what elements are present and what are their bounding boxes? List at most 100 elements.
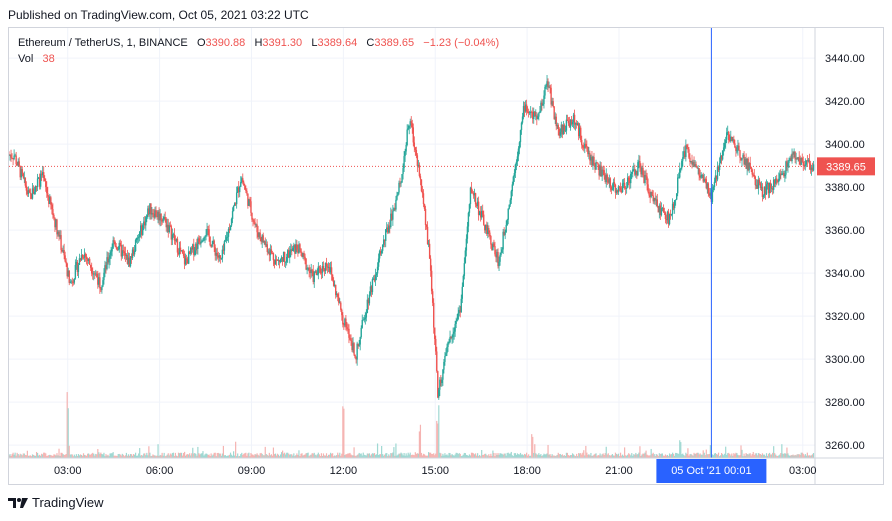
volume-bar	[376, 443, 379, 458]
volume-bar	[335, 455, 337, 458]
volume-bar	[544, 454, 546, 458]
candle-body	[298, 244, 300, 254]
candle-body	[200, 241, 202, 244]
volume-bar	[754, 453, 756, 458]
candle-body	[345, 318, 347, 328]
volume-bar	[243, 453, 245, 458]
volume-bar	[230, 454, 233, 458]
volume-bar	[713, 453, 716, 458]
candle-body	[610, 186, 613, 190]
candle-body	[533, 111, 535, 120]
volume-bar	[509, 453, 511, 458]
chart-frame	[8, 27, 884, 485]
candle-body	[264, 241, 266, 246]
volume-bar	[565, 452, 568, 458]
volume-bar	[178, 453, 181, 458]
candle-body	[746, 158, 748, 169]
candle-body	[638, 161, 640, 163]
volume-bar	[137, 455, 139, 458]
volume-bar	[571, 453, 574, 458]
volume-bar	[292, 455, 294, 458]
volume-bar	[654, 456, 656, 458]
candle-body	[168, 225, 170, 233]
volume-bar	[778, 455, 780, 458]
candle-body	[468, 204, 471, 213]
candle-body	[758, 179, 761, 184]
volume-bar	[632, 455, 634, 458]
candle-body	[561, 124, 564, 135]
volume-bar	[772, 452, 774, 458]
volume-bar	[749, 453, 751, 458]
volume-bar	[71, 454, 73, 458]
candle-body	[366, 299, 369, 313]
volume-value: 38	[42, 53, 55, 65]
volume-bar	[272, 447, 275, 458]
candle-body	[25, 185, 28, 191]
candle-body	[687, 147, 689, 150]
volume-bar	[67, 408, 69, 458]
candle-body	[684, 151, 686, 157]
volume-bar	[316, 454, 318, 458]
candle-body	[514, 164, 517, 174]
volume-bar	[303, 454, 305, 458]
candle-body	[299, 244, 301, 249]
volume-bar	[637, 454, 639, 458]
volume-bar	[691, 454, 693, 458]
volume-bar	[502, 454, 504, 458]
volume-bar	[605, 446, 607, 458]
volume-bar	[196, 455, 198, 458]
volume-bars	[9, 392, 815, 458]
candle-body	[508, 204, 510, 209]
candle-body	[673, 200, 676, 209]
candle-body	[281, 257, 284, 262]
candle-body	[696, 166, 698, 169]
volume-bar	[224, 455, 227, 458]
candle-body	[496, 252, 498, 258]
volume-bar	[221, 453, 223, 458]
candle-body	[278, 259, 281, 262]
volume-bar	[99, 453, 101, 458]
candle-body	[115, 246, 117, 248]
volume-bar	[293, 453, 295, 458]
candle-body	[191, 247, 193, 250]
candle-body	[150, 203, 152, 215]
volume-bar	[673, 453, 675, 458]
volume-bar	[22, 453, 24, 458]
volume-bar	[674, 455, 676, 458]
candle-body	[662, 208, 665, 212]
volume-bar	[640, 455, 642, 458]
candle-body	[560, 124, 563, 132]
volume-bar	[608, 455, 610, 458]
candle-body	[363, 319, 365, 321]
footer-brand[interactable]: TradingView	[8, 495, 104, 510]
candle-body	[26, 190, 29, 194]
candle-body	[137, 236, 140, 238]
volume-bar	[14, 452, 16, 458]
volume-bar	[497, 453, 499, 458]
candle-body	[406, 129, 408, 145]
volume-bar	[371, 453, 374, 458]
price-chart[interactable]: 3260.003280.003300.003320.003340.003360.…	[9, 28, 883, 484]
candle-body	[352, 343, 354, 351]
volume-bar	[199, 454, 201, 458]
candle-body	[566, 119, 569, 121]
volume-bar	[398, 453, 400, 458]
candle-body	[120, 244, 123, 257]
candle-body	[399, 182, 401, 184]
candle-body	[14, 155, 16, 157]
volume-bar	[731, 453, 733, 458]
candle-body	[122, 250, 125, 252]
volume-bar	[251, 454, 253, 458]
candle-body	[148, 208, 150, 215]
y-tick-label: 3420.00	[825, 96, 865, 108]
candle-body	[121, 250, 124, 257]
volume-bar	[348, 453, 350, 458]
volume-bar	[566, 452, 569, 458]
candle-body	[744, 158, 746, 165]
symbol-label[interactable]: Ethereum / TetherUS, 1, BINANCE	[18, 37, 188, 49]
volume-bar	[286, 452, 288, 458]
volume-bar	[244, 453, 246, 458]
candle-body	[472, 193, 475, 196]
volume-bar	[211, 455, 213, 458]
volume-bar	[256, 453, 258, 458]
